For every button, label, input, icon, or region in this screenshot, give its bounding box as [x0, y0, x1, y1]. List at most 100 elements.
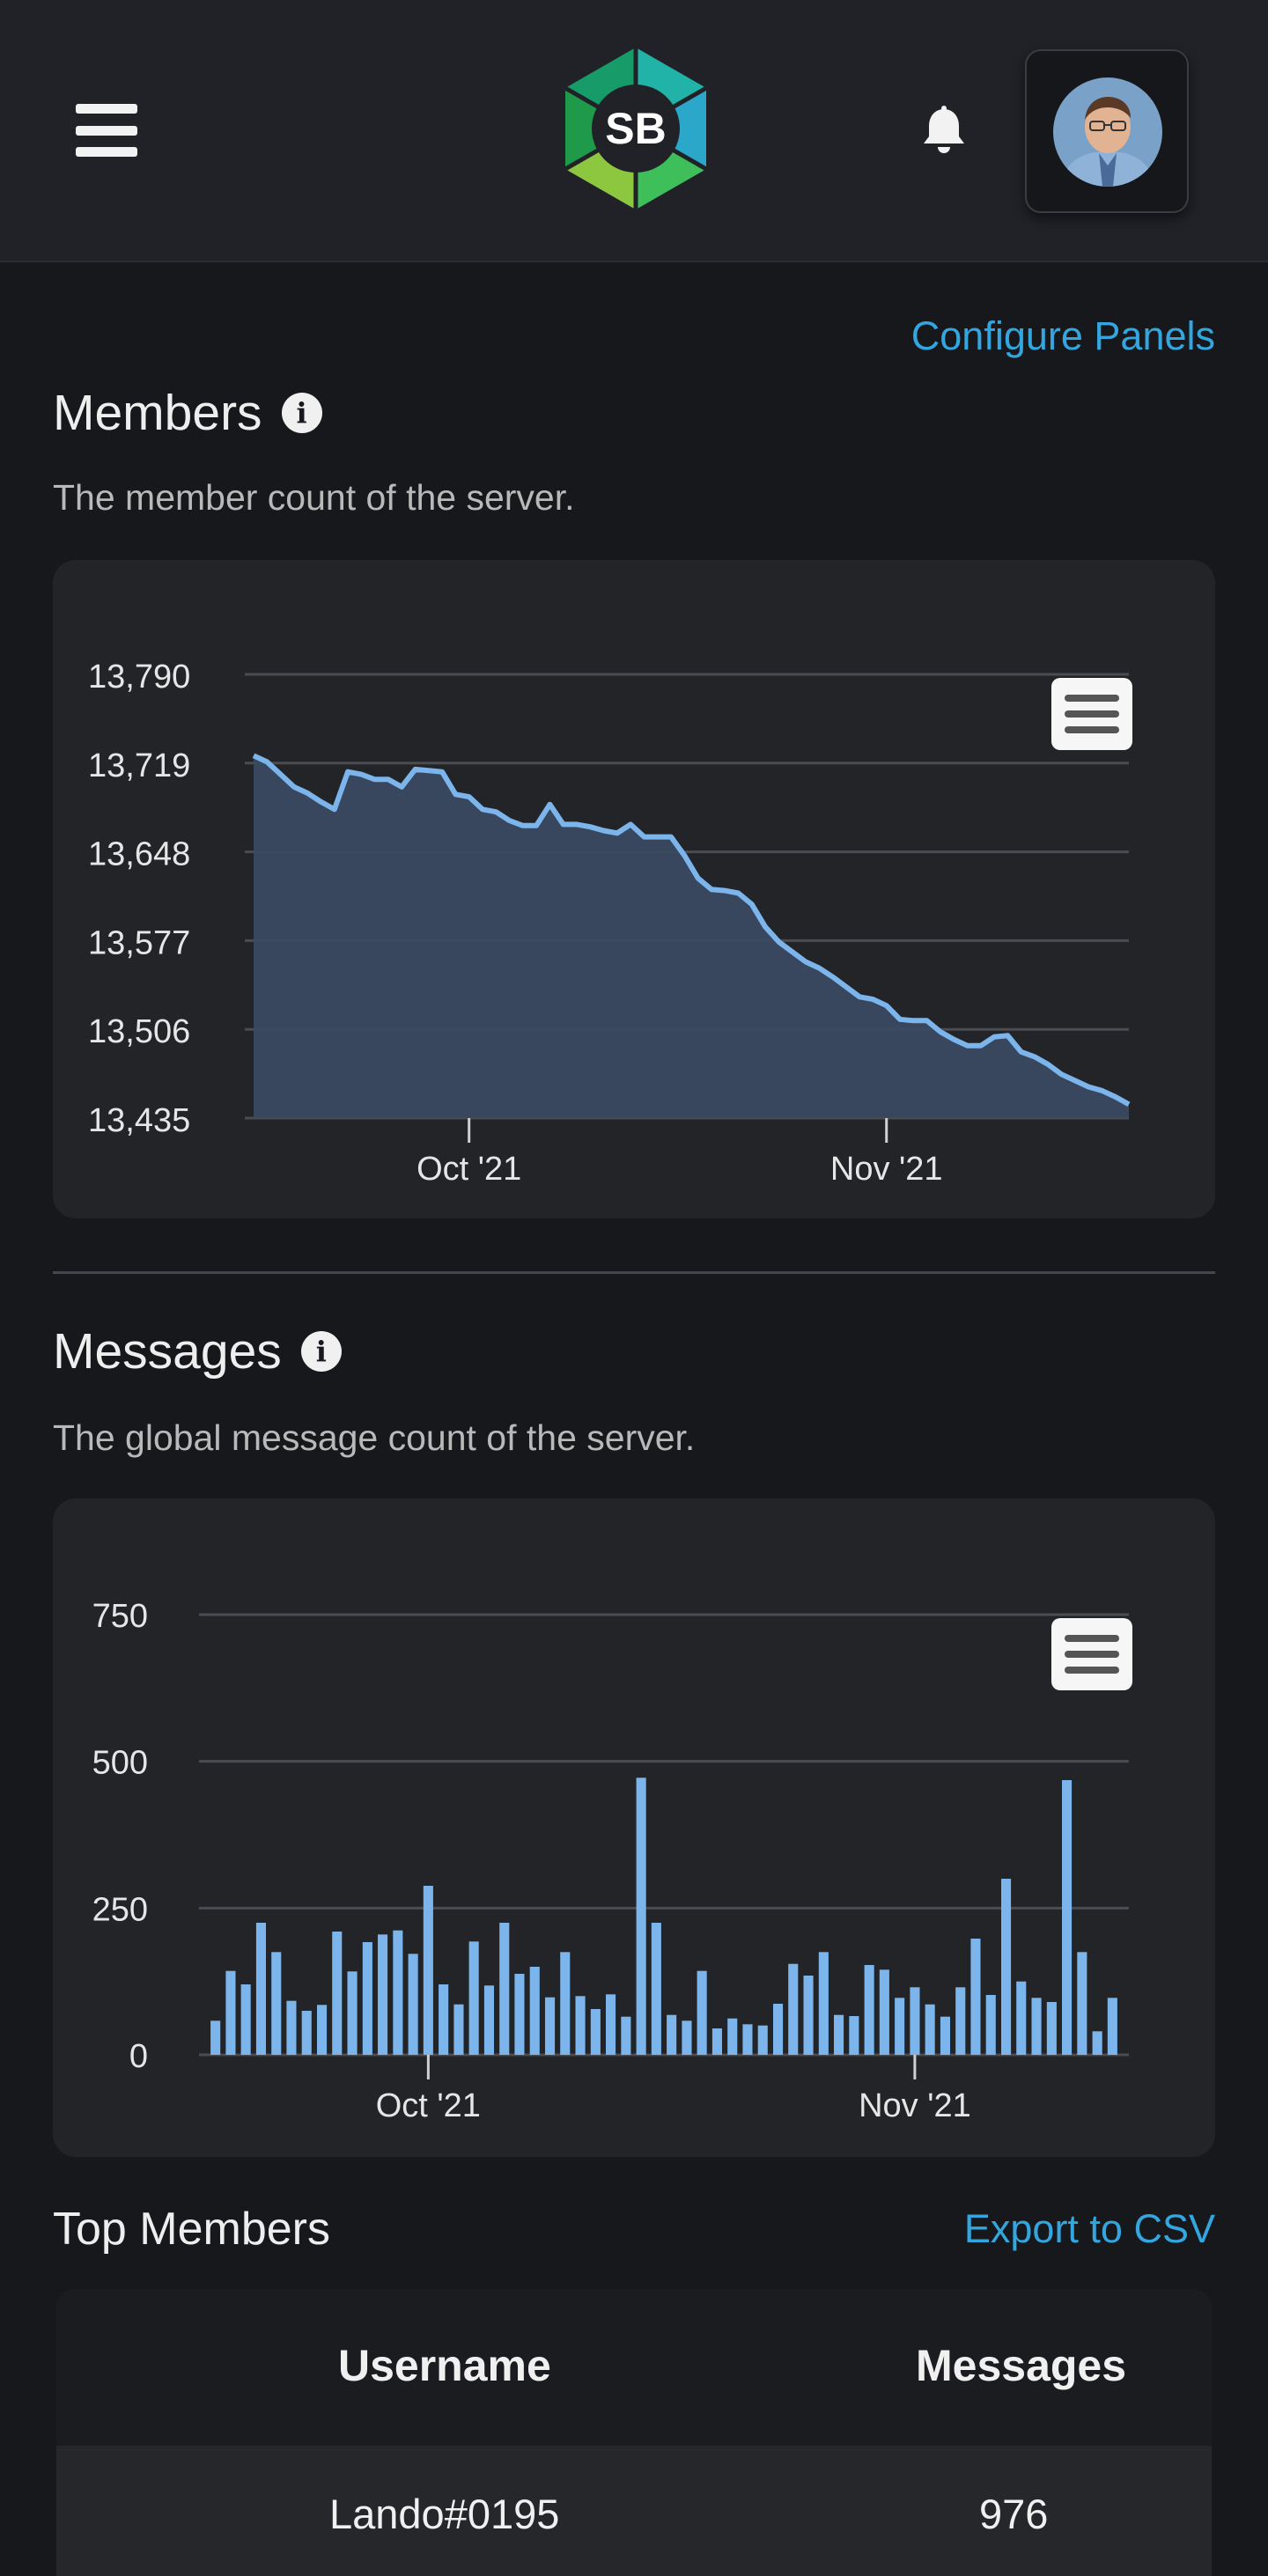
y-tick-label: 13,506 [88, 1013, 190, 1050]
user-menu-button[interactable] [1025, 49, 1189, 213]
message-bar [453, 2004, 464, 2055]
message-bar [1092, 2031, 1102, 2055]
y-tick-label: 750 [92, 1598, 148, 1635]
message-bar [210, 2020, 221, 2055]
message-bar [1062, 1780, 1073, 2055]
members-chart-menu-button[interactable] [1051, 678, 1132, 750]
message-bar [423, 1886, 433, 2055]
message-bar [818, 1952, 829, 2055]
message-bar [970, 1939, 981, 2055]
top-members-table: Username Messages Lando#0195 976 [56, 2289, 1212, 2576]
message-bar [667, 2014, 677, 2055]
y-tick-label: 13,790 [88, 659, 190, 696]
message-bar [362, 1942, 372, 2055]
message-bar [439, 1984, 449, 2055]
message-bar [514, 1974, 525, 2055]
top-members-title: Top Members [53, 2203, 330, 2256]
message-bar [955, 1987, 966, 2055]
message-bar [697, 1970, 707, 2055]
hamburger-menu-icon[interactable] [76, 104, 137, 157]
table-row[interactable]: Lando#0195 976 [56, 2446, 1212, 2576]
message-bar [378, 1934, 388, 2055]
y-tick-label: 13,435 [88, 1102, 190, 1139]
message-bar [560, 1952, 571, 2055]
message-bar [727, 2018, 738, 2055]
message-bar [286, 2000, 297, 2055]
message-bar [301, 2011, 312, 2055]
messages-chart-menu-button[interactable] [1051, 1618, 1132, 1690]
message-bar [271, 1952, 282, 2055]
configure-panels-link[interactable]: Configure Panels [910, 313, 1215, 358]
top-members-title-text: Top Members [53, 2204, 330, 2255]
message-bar [408, 1954, 418, 2055]
y-tick-label: 250 [92, 1891, 148, 1928]
message-bar [545, 1997, 556, 2055]
messages-description: The global message count of the server. [53, 1417, 696, 1458]
message-bar [910, 1987, 920, 2055]
message-bar [711, 2028, 722, 2055]
top-bar: SB [0, 0, 1268, 262]
message-bar [317, 2005, 328, 2055]
message-bar [1107, 1998, 1117, 2055]
message-bar [834, 2014, 844, 2055]
message-bar [849, 2016, 859, 2055]
message-bar [468, 1941, 479, 2055]
x-tick-label: Nov '21 [830, 1151, 943, 1188]
members-chart-card: 13,790 13,719 13,648 13,577 13,506 13,435 Oct … [53, 560, 1215, 1218]
y-tick-label: 500 [92, 1745, 148, 1782]
cell-messages: 976 [979, 2491, 1049, 2537]
message-bar [895, 1998, 905, 2055]
message-bar [803, 1976, 814, 2055]
message-bar [347, 1971, 358, 2055]
message-bar [529, 1967, 540, 2055]
logo-text: SB [605, 104, 666, 153]
table-header: Username Messages [56, 2289, 1212, 2446]
members-chart: 13,790 13,719 13,648 13,577 13,506 13,435 Oct … [88, 659, 1131, 1188]
message-bar [575, 1996, 586, 2055]
message-bar [1031, 1998, 1042, 2055]
message-bar [879, 1969, 889, 2055]
x-tick-label: Nov '21 [859, 2087, 971, 2124]
x-tick-label: Oct '21 [376, 2087, 481, 2124]
message-bar [1016, 1981, 1027, 2055]
column-header-username[interactable]: Username [338, 2341, 551, 2390]
y-tick-label: 13,648 [88, 836, 190, 873]
info-icon[interactable]: i [300, 1331, 342, 1372]
message-bar [636, 1777, 646, 2055]
members-area [254, 755, 1129, 1118]
message-bar [1077, 1952, 1087, 2055]
message-bar [621, 2016, 631, 2055]
notifications-bell-icon[interactable] [919, 104, 969, 157]
message-bar [682, 2020, 692, 2055]
message-bar [606, 1994, 616, 2055]
members-title: Members i [53, 384, 322, 442]
message-bar [925, 2004, 935, 2055]
message-bar [225, 1970, 236, 2055]
export-csv-link[interactable]: Export to CSV [963, 2206, 1215, 2251]
messages-title-text: Messages [53, 1323, 282, 1380]
message-bar [651, 1923, 661, 2055]
section-divider [53, 1271, 1215, 1274]
message-bar [393, 1930, 403, 2055]
message-bar [788, 1963, 799, 2055]
message-bar [1046, 2002, 1057, 2055]
server-logo[interactable]: SB [548, 40, 724, 217]
x-tick-label: Oct '21 [417, 1151, 521, 1188]
column-header-messages[interactable]: Messages [916, 2341, 1127, 2390]
members-series-line [252, 753, 1131, 1108]
y-tick-label: 13,577 [88, 924, 190, 961]
members-description: The member count of the server. [53, 477, 575, 518]
message-bar [940, 2016, 950, 2055]
messages-chart: 750 500 250 0 Oct '21 Nov '21 [92, 1598, 1129, 2124]
message-bar [1001, 1879, 1012, 2055]
message-bar [773, 2004, 784, 2055]
message-bar [499, 1923, 510, 2055]
members-title-text: Members [53, 385, 262, 441]
info-icon[interactable]: i [281, 393, 322, 433]
message-bar [742, 2024, 753, 2055]
y-tick-label: 13,719 [88, 747, 190, 784]
y-tick-label: 0 [129, 2038, 148, 2075]
avatar [1053, 77, 1162, 187]
message-bar [864, 1965, 874, 2055]
messages-chart-card: 750 500 250 0 Oct '21 Nov '21 [53, 1498, 1215, 2157]
